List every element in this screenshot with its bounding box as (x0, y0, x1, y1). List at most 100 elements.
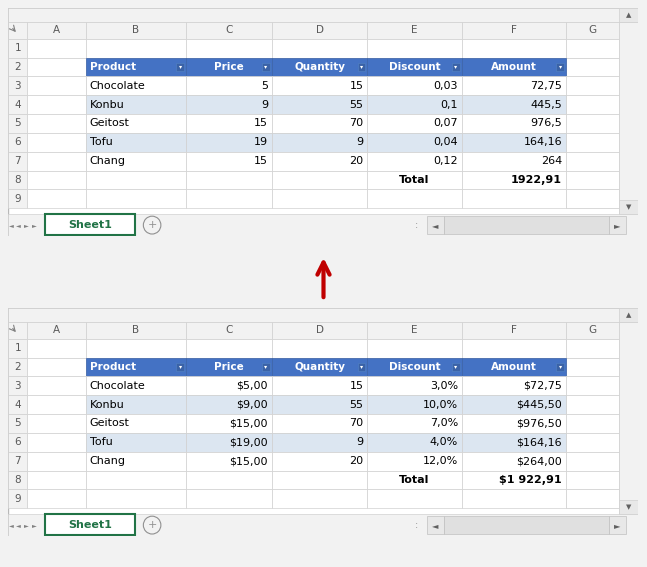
Bar (27, 114, 86, 133)
Bar (462, 471, 566, 489)
Bar (619, 471, 638, 489)
Bar (186, 22, 272, 39)
Bar (8, 322, 27, 338)
Bar (8, 395, 27, 414)
Bar (272, 114, 367, 133)
Text: $15,00: $15,00 (230, 418, 268, 429)
Bar (27, 152, 86, 171)
Text: 70: 70 (349, 418, 364, 429)
Bar (619, 95, 638, 114)
Bar (462, 39, 566, 58)
Text: $15,00: $15,00 (230, 456, 268, 466)
Text: Product: Product (90, 62, 136, 72)
Text: ▾: ▾ (265, 65, 268, 70)
Bar (272, 152, 367, 171)
Bar (619, 358, 638, 376)
Text: ◄: ◄ (16, 223, 21, 227)
Bar (186, 189, 272, 208)
Text: ▾: ▾ (558, 365, 562, 370)
Text: F: F (511, 325, 517, 335)
Bar (462, 433, 566, 452)
Text: C: C (225, 26, 233, 35)
Text: 0,07: 0,07 (433, 119, 458, 129)
Text: $72,75: $72,75 (523, 381, 562, 391)
Text: ▲: ▲ (626, 312, 631, 318)
Bar (444, 516, 609, 534)
Text: $5,00: $5,00 (237, 381, 268, 391)
Bar (566, 189, 619, 208)
Text: 1: 1 (14, 43, 21, 53)
Text: 55: 55 (349, 100, 364, 109)
Bar (186, 133, 272, 152)
Bar (566, 39, 619, 58)
Text: Geitost: Geitost (90, 119, 129, 129)
Bar (427, 216, 444, 234)
Bar (556, 63, 564, 71)
Bar (444, 216, 609, 234)
Bar (8, 8, 638, 22)
Text: 7: 7 (14, 156, 21, 166)
Text: 3,0%: 3,0% (430, 381, 458, 391)
Bar (27, 489, 86, 508)
Bar (86, 452, 186, 471)
Bar (86, 338, 186, 358)
Bar (619, 189, 638, 208)
Bar (619, 452, 638, 471)
Text: 164,16: 164,16 (523, 137, 562, 147)
Bar (186, 358, 272, 376)
Bar (566, 489, 619, 508)
Bar (462, 338, 566, 358)
Bar (272, 376, 367, 395)
Bar (8, 489, 27, 508)
Text: Chang: Chang (90, 456, 126, 466)
Bar (566, 189, 619, 208)
Text: 4: 4 (14, 100, 21, 109)
Bar (462, 58, 566, 77)
Text: ▾: ▾ (179, 365, 182, 370)
Bar (27, 133, 86, 152)
Text: 264: 264 (541, 156, 562, 166)
Bar (86, 414, 186, 433)
Text: 20: 20 (349, 456, 364, 466)
Bar (427, 516, 444, 534)
Text: Sheet1: Sheet1 (68, 520, 112, 530)
Text: ▲: ▲ (626, 12, 631, 18)
Text: $164,16: $164,16 (516, 437, 562, 447)
Text: ◄: ◄ (8, 223, 14, 227)
Text: 70: 70 (349, 119, 364, 129)
Text: 7,0%: 7,0% (430, 418, 458, 429)
Text: Discount: Discount (389, 62, 441, 72)
Bar (367, 77, 462, 95)
Bar (27, 39, 86, 58)
Bar (86, 322, 186, 338)
Text: Chocolate: Chocolate (90, 381, 146, 391)
Bar (462, 114, 566, 133)
Text: 19: 19 (254, 137, 268, 147)
Bar (566, 358, 619, 376)
Bar (462, 189, 566, 208)
Text: 0,12: 0,12 (433, 156, 458, 166)
Bar (86, 171, 186, 189)
Bar (619, 133, 638, 152)
Bar (86, 39, 186, 58)
Text: ◄: ◄ (8, 523, 14, 528)
Text: 3: 3 (14, 381, 21, 391)
Bar (8, 514, 638, 536)
Text: ►: ► (32, 523, 37, 528)
Bar (452, 63, 460, 71)
Bar (27, 189, 86, 208)
Text: ▼: ▼ (626, 204, 631, 210)
Bar (566, 471, 619, 489)
Bar (566, 77, 619, 95)
Text: 1922,91: 1922,91 (511, 175, 562, 185)
Bar (186, 414, 272, 433)
Bar (619, 200, 638, 214)
Text: 4: 4 (14, 400, 21, 409)
Bar (86, 433, 186, 452)
Text: ▾: ▾ (558, 65, 562, 70)
Text: Quantity: Quantity (294, 362, 345, 372)
Bar (186, 77, 272, 95)
Text: A: A (53, 26, 60, 35)
Bar (186, 152, 272, 171)
Text: 12,0%: 12,0% (422, 456, 458, 466)
